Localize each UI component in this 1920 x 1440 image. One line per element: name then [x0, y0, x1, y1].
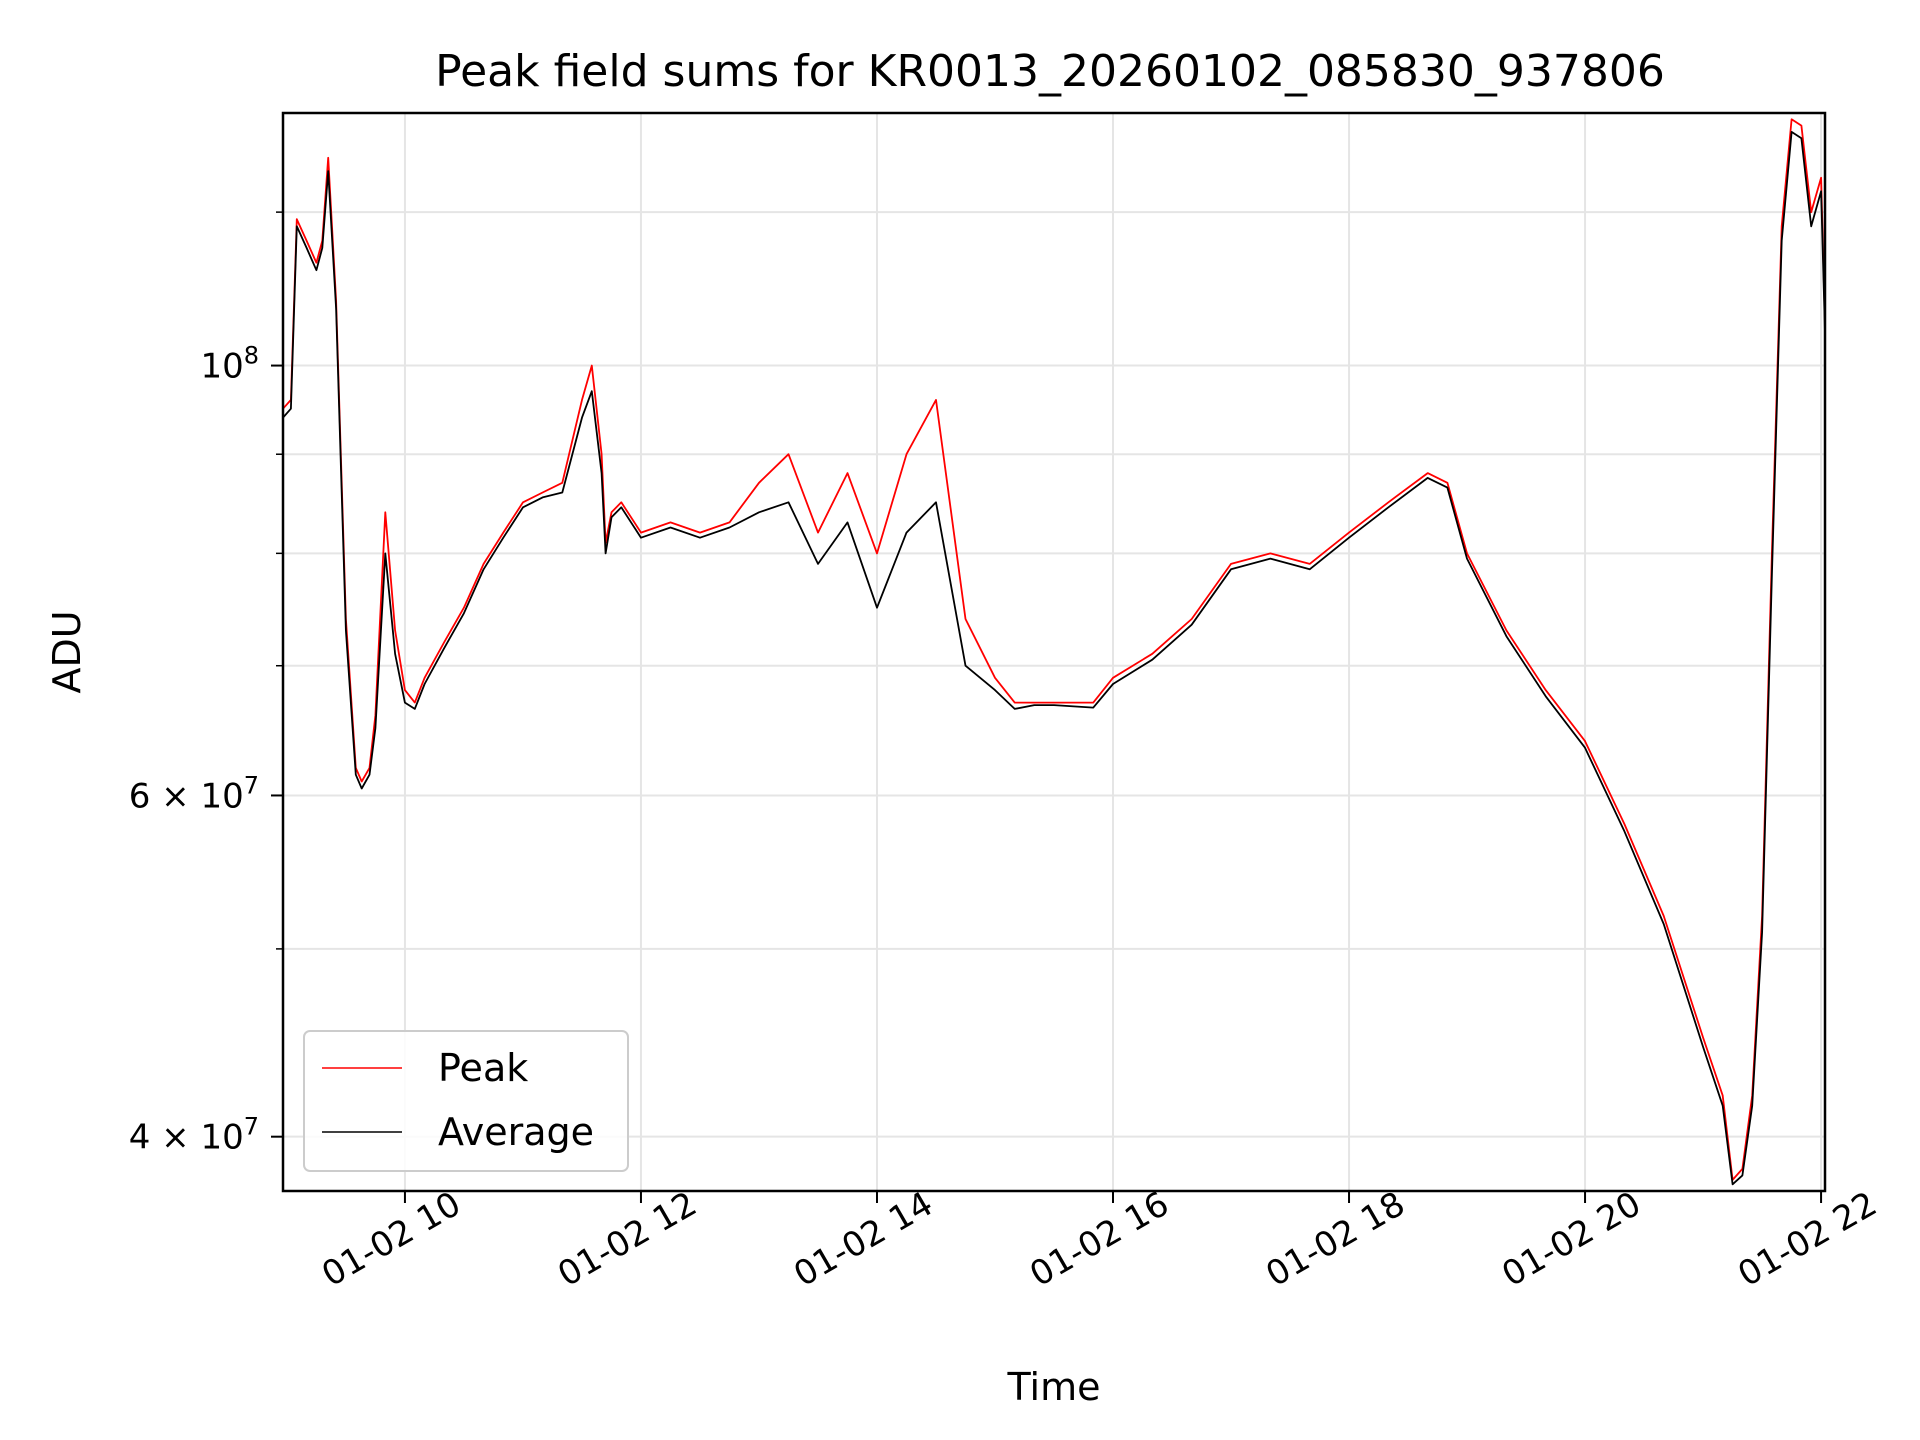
y-tick-label: 4 × 107	[129, 1113, 259, 1158]
grid-layer	[283, 113, 1825, 1191]
series-layer	[282, 118, 1826, 1186]
x-axis-title: Time	[1007, 1365, 1101, 1409]
legend-label-peak: Peak	[438, 1046, 528, 1090]
series-line-peak	[282, 118, 1826, 1181]
plot-frame	[281, 111, 1827, 1193]
y-axis-title: ADU	[45, 610, 89, 693]
legend: Peak Average	[303, 1030, 629, 1172]
series-line-average	[282, 130, 1826, 1186]
y-tick-label: 108	[200, 342, 259, 387]
legend-box	[303, 1030, 629, 1172]
legend-label-average: Average	[438, 1110, 594, 1154]
y-axis-ticks: 108 6 × 107 4 × 107	[129, 211, 283, 1158]
chart-title: Peak field sums for KR0013_20260102_0858…	[435, 46, 1665, 97]
y-tick-label: 6 × 107	[129, 771, 259, 816]
